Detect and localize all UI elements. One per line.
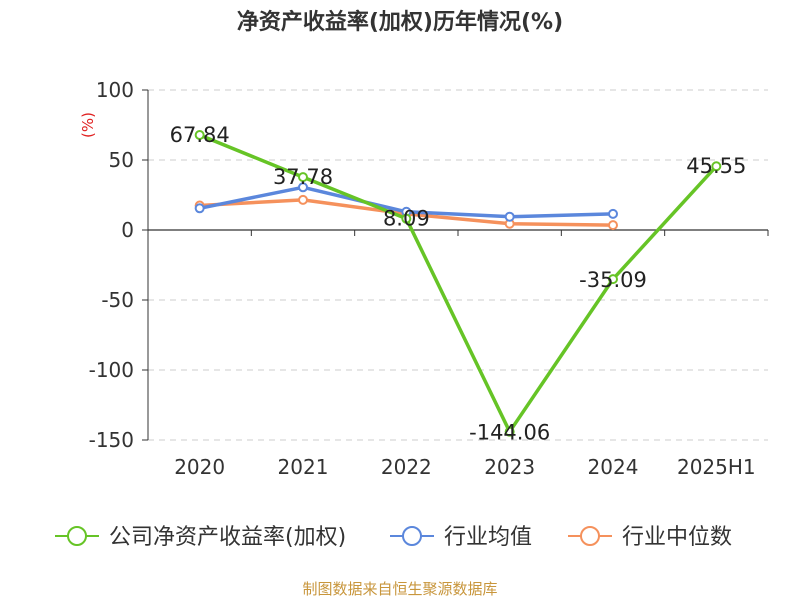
source-note: 制图数据来自恒生聚源数据库: [302, 580, 498, 598]
data-point: [711, 161, 722, 172]
data-label: 67.84: [170, 123, 230, 147]
data-label: 8.09: [383, 207, 430, 231]
axes: 100 50 0 -50 -100 -150 2020 2021 2022 2023 2024 202…: [79, 78, 769, 479]
data-point: [194, 203, 205, 214]
legend-label: 行业均值: [444, 525, 532, 550]
x-tick-label: 2021: [278, 455, 329, 479]
legend-marker-icon: [580, 526, 600, 546]
data-point: [298, 182, 308, 193]
data-label: -144.06: [469, 421, 550, 445]
x-tick-label: 2025H1: [677, 455, 756, 479]
legend-marker-icon: [67, 526, 87, 546]
series-line: [199, 133, 718, 434]
y-axis-label: (%): [79, 112, 97, 138]
x-tick-label: 2024: [588, 455, 639, 479]
data-label: 45.55: [686, 154, 746, 178]
data-point: [608, 220, 618, 231]
legend-marker-icon: [402, 526, 422, 546]
x-tick-label: 2022: [381, 455, 432, 479]
data-point: [608, 208, 618, 219]
y-tick-label: -50: [101, 288, 134, 312]
y-tick-label: 0: [121, 218, 134, 242]
y-tick-label: 50: [109, 148, 134, 172]
data-point: [298, 194, 308, 205]
data-label: -35.09: [579, 268, 647, 292]
data-point: [608, 274, 618, 285]
data-point: [504, 211, 515, 222]
y-tick-label: -100: [89, 358, 134, 382]
x-tick-label: 2023: [484, 455, 535, 479]
gridlines: [148, 89, 768, 441]
y-tick-label: -150: [89, 428, 134, 452]
data-point: [298, 172, 308, 183]
data-labels: 67.84 37.78 8.09 -144.06 -35.09 45.55: [170, 123, 747, 445]
legend: 公司净资产收益率(加权) 行业均值 行业中位数: [55, 525, 732, 550]
data-point: [401, 213, 412, 224]
legend-label: 行业中位数: [622, 525, 732, 550]
y-tick-label: 100: [96, 78, 134, 102]
data-point: [504, 426, 515, 437]
data-point: [194, 130, 205, 141]
chart-title: 净资产收益率(加权)历年情况(%): [236, 10, 564, 35]
legend-label: 公司净资产收益率(加权): [109, 525, 346, 550]
series-lines: [194, 130, 722, 437]
x-tick-label: 2020: [174, 455, 225, 479]
data-label: 37.78: [273, 165, 333, 189]
